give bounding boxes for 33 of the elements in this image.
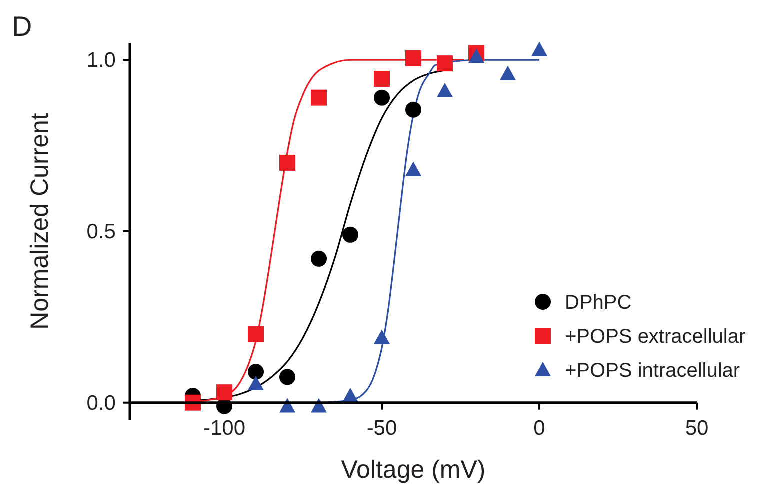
point [468,48,484,64]
x-tick-label: -100 [203,416,246,440]
legend-label: +POPS extracellular [565,326,746,348]
point [406,50,422,66]
point [248,376,264,390]
point [248,364,264,380]
point [248,326,264,342]
point [374,90,390,106]
point [311,90,327,106]
point [280,154,296,171]
point [500,66,516,80]
point [311,250,327,267]
point [406,102,422,118]
point [374,330,390,344]
x-tick-label: 0 [534,416,546,440]
point [216,384,232,401]
point [437,82,453,98]
y-tick-label: 0.5 [86,220,116,244]
point [342,226,358,243]
y-tick-label: 1.0 [86,49,116,72]
x-tick-label: -50 [366,416,398,440]
point [532,42,548,56]
point [280,369,296,386]
point [437,56,453,72]
x-axis-title: Voltage (mV) [341,456,486,484]
point [374,70,390,87]
point [406,162,422,176]
x-tick-label: 50 [685,416,709,440]
legend-label: DPhPC [565,292,632,314]
y-axis-title: Normalized Current [26,113,54,330]
y-tick-label: 0.0 [86,392,116,415]
text: D [12,11,32,42]
legend-label: +POPS intracellular [565,360,740,382]
